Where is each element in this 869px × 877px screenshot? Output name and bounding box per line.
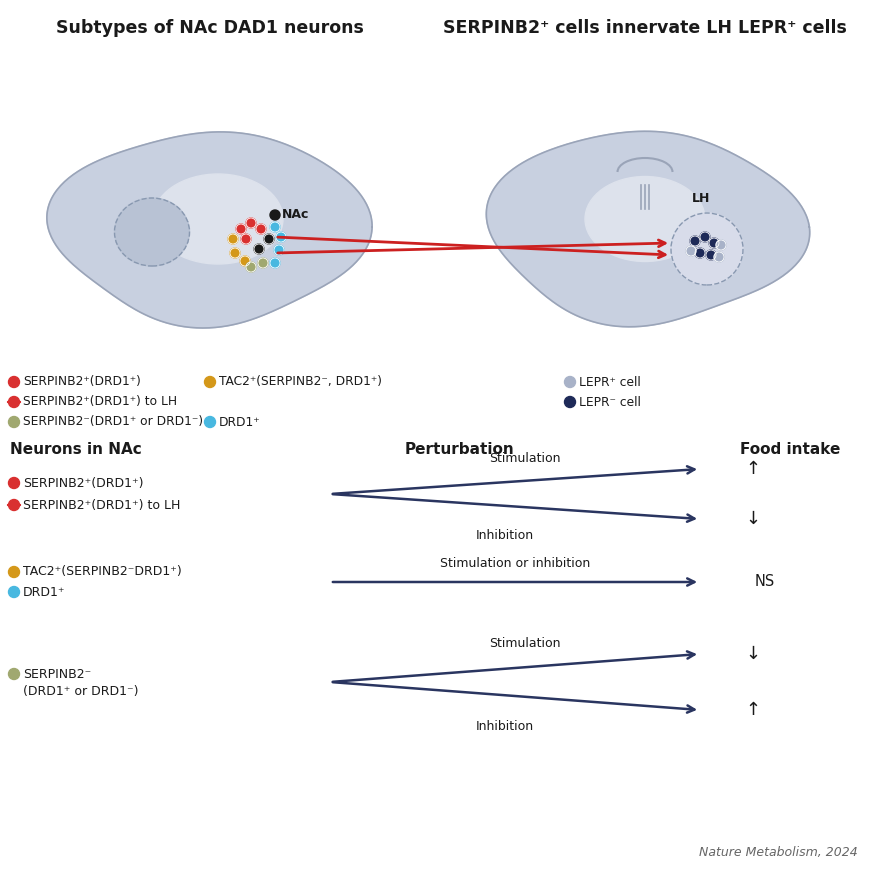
Text: LEPR⁻ cell: LEPR⁻ cell: [579, 396, 640, 409]
Text: (DRD1⁺ or DRD1⁻): (DRD1⁺ or DRD1⁻): [23, 686, 138, 698]
Text: ↓: ↓: [744, 645, 760, 663]
Circle shape: [258, 258, 268, 268]
Circle shape: [9, 500, 19, 510]
Text: LEPR⁺ cell: LEPR⁺ cell: [579, 375, 640, 389]
Polygon shape: [47, 132, 372, 328]
Circle shape: [204, 417, 216, 427]
Polygon shape: [486, 132, 809, 327]
Circle shape: [269, 222, 280, 232]
Text: LH: LH: [691, 192, 709, 205]
Circle shape: [275, 232, 286, 242]
Text: Subtypes of NAc DAD1 neurons: Subtypes of NAc DAD1 neurons: [56, 19, 363, 37]
Text: SERPINB2⁺(DRD1⁺): SERPINB2⁺(DRD1⁺): [23, 375, 141, 389]
Circle shape: [9, 587, 19, 597]
Text: Stimulation: Stimulation: [488, 637, 561, 650]
Circle shape: [9, 417, 19, 427]
Circle shape: [9, 567, 19, 577]
Circle shape: [240, 256, 249, 266]
Text: Food intake: Food intake: [739, 442, 839, 457]
Circle shape: [689, 236, 700, 246]
Circle shape: [263, 234, 274, 244]
Circle shape: [204, 376, 216, 388]
Text: DRD1⁺: DRD1⁺: [23, 586, 65, 598]
Circle shape: [274, 245, 283, 255]
Text: Perturbation: Perturbation: [405, 442, 514, 457]
Circle shape: [686, 246, 695, 256]
Circle shape: [700, 232, 709, 242]
Ellipse shape: [153, 174, 282, 264]
Circle shape: [254, 244, 263, 254]
Circle shape: [713, 252, 723, 262]
Circle shape: [670, 213, 742, 285]
Circle shape: [564, 396, 574, 408]
Text: Neurons in NAc: Neurons in NAc: [10, 442, 142, 457]
Circle shape: [235, 224, 246, 234]
Circle shape: [9, 376, 19, 388]
Text: SERPINB2⁺ cells innervate LH LEPR⁺ cells: SERPINB2⁺ cells innervate LH LEPR⁺ cells: [442, 19, 846, 37]
Circle shape: [708, 238, 718, 248]
Text: ↓: ↓: [744, 510, 760, 528]
Text: TAC2⁺(SERPINB2⁻, DRD1⁺): TAC2⁺(SERPINB2⁻, DRD1⁺): [219, 375, 381, 389]
Text: SERPINB2⁺(DRD1⁺) to LH: SERPINB2⁺(DRD1⁺) to LH: [23, 498, 180, 511]
Ellipse shape: [115, 198, 189, 266]
Circle shape: [241, 234, 251, 244]
Circle shape: [715, 240, 725, 250]
Text: TAC2⁺(SERPINB2⁻DRD1⁺): TAC2⁺(SERPINB2⁻DRD1⁺): [23, 566, 182, 579]
Circle shape: [228, 234, 238, 244]
Text: SERPINB2⁻: SERPINB2⁻: [23, 667, 91, 681]
Text: SERPINB2⁺(DRD1⁺) to LH: SERPINB2⁺(DRD1⁺) to LH: [23, 396, 177, 409]
Text: SERPINB2⁻(DRD1⁺ or DRD1⁻): SERPINB2⁻(DRD1⁺ or DRD1⁻): [23, 416, 202, 429]
Circle shape: [229, 248, 240, 258]
Circle shape: [246, 262, 255, 272]
Circle shape: [255, 224, 266, 234]
Circle shape: [269, 258, 280, 268]
Circle shape: [269, 210, 280, 220]
Circle shape: [9, 477, 19, 488]
Circle shape: [9, 668, 19, 680]
Circle shape: [694, 248, 704, 258]
Circle shape: [246, 218, 255, 228]
Text: Stimulation: Stimulation: [488, 452, 561, 465]
Text: Nature Metabolism, 2024: Nature Metabolism, 2024: [699, 846, 857, 859]
Text: NS: NS: [754, 574, 774, 589]
Text: Inhibition: Inhibition: [475, 529, 534, 542]
Text: ↑: ↑: [744, 701, 760, 719]
Circle shape: [564, 376, 574, 388]
Text: DRD1⁺: DRD1⁺: [219, 416, 261, 429]
Circle shape: [705, 250, 715, 260]
Circle shape: [9, 396, 19, 408]
Ellipse shape: [584, 176, 704, 261]
Text: Inhibition: Inhibition: [475, 720, 534, 733]
Text: ↑: ↑: [744, 460, 760, 478]
Text: NAc: NAc: [282, 209, 309, 222]
Text: Stimulation or inhibition: Stimulation or inhibition: [440, 557, 589, 570]
Text: SERPINB2⁺(DRD1⁺): SERPINB2⁺(DRD1⁺): [23, 476, 143, 489]
